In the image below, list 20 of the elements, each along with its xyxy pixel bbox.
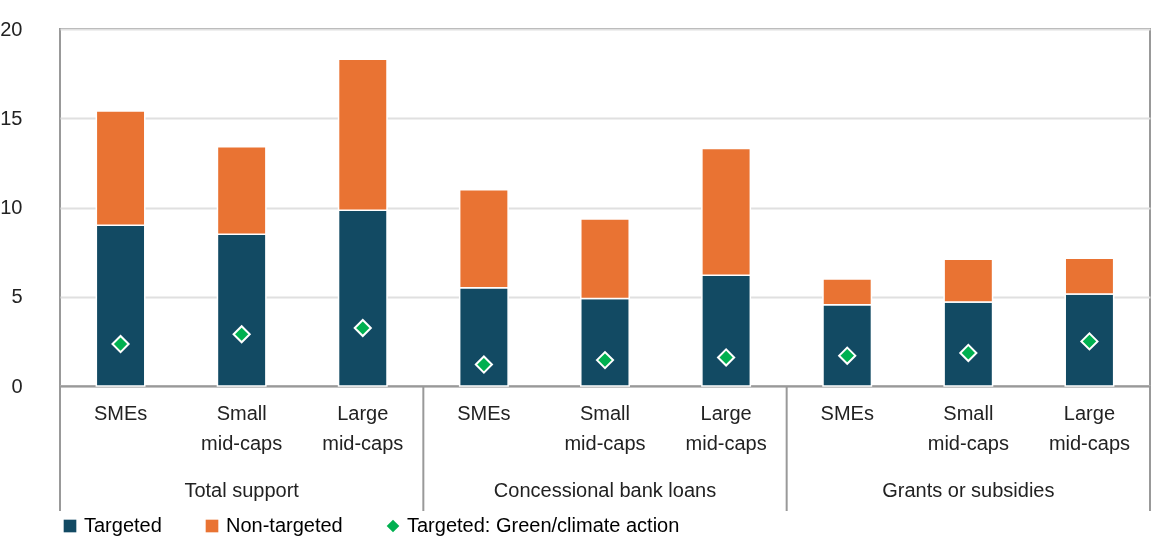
y-tick-label: 0 bbox=[11, 374, 23, 397]
x-tick-label: Large mid-caps bbox=[1048, 402, 1131, 454]
x-tick-label: SMEs bbox=[93, 402, 148, 424]
x-tick-label: Small mid-caps bbox=[201, 402, 283, 454]
y-tick-label: 10 bbox=[0, 196, 23, 218]
legend-label: Targeted bbox=[84, 514, 162, 536]
x-tick-label: SMEs bbox=[820, 402, 874, 424]
text: Concessional bank loans bbox=[493, 479, 717, 501]
y-tick-label: 15 bbox=[0, 106, 23, 129]
x-tick-label: Small mid-caps bbox=[927, 402, 1009, 454]
text: Grants or subsidies bbox=[882, 479, 1055, 501]
legend-label: Targeted: Green/climate action bbox=[407, 514, 680, 536]
x-tick-label: Small mid-caps bbox=[564, 402, 646, 454]
y-tick-label: 5 bbox=[11, 285, 23, 308]
text: Total support bbox=[184, 479, 300, 501]
y-tick-label: 20 bbox=[0, 17, 23, 40]
x-tick-label: SMEs bbox=[457, 402, 511, 424]
legend-label: Non-targeted bbox=[226, 514, 343, 536]
x-tick-label: Large mid-caps bbox=[685, 402, 767, 454]
x-tick-label: Large mid-caps bbox=[322, 402, 404, 454]
